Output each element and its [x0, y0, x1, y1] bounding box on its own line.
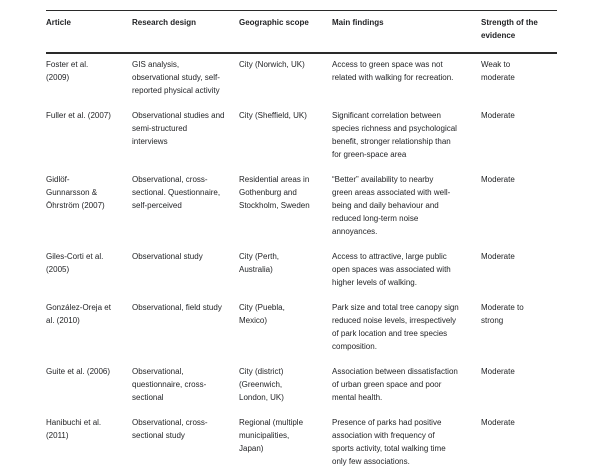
- cell-article: González-Oreja et al. (2010): [46, 303, 111, 325]
- cell-article: Gidlöf- Gunnarsson & Öhrström (2007): [46, 175, 105, 210]
- table-row: Gidlöf- Gunnarsson & Öhrström (2007) Obse…: [46, 169, 557, 246]
- cell-article: Guite et al. (2006): [46, 367, 111, 376]
- cell-article: Foster et al. (2009): [46, 60, 89, 82]
- table-header: Article Research design Geographic scope…: [46, 10, 557, 54]
- table-row: González-Oreja et al. (2010) Observationa…: [46, 297, 557, 361]
- cell-main-findings: Significant correlation between species …: [332, 111, 457, 159]
- cell-geographic-scope: City (Perth, Australia): [239, 252, 280, 274]
- cell-article: Fuller et al. (2007): [46, 111, 111, 120]
- cell-strength: Moderate: [481, 367, 515, 376]
- cell-article: Giles-Corti et al. (2005): [46, 252, 104, 274]
- cell-geographic-scope: City (Sheffield, UK): [239, 111, 307, 120]
- cell-main-findings: Access to green space was not related wi…: [332, 60, 454, 82]
- cell-strength: Moderate: [481, 252, 515, 261]
- cell-main-findings: Park size and total tree canopy sign red…: [332, 303, 459, 351]
- column-header-article: Article: [46, 10, 132, 54]
- cell-research-design: Observational, cross- sectional. Questio…: [132, 175, 221, 210]
- cell-strength: Moderate: [481, 175, 515, 184]
- table-row: Hanibuchi et al. (2011) Observational, cr…: [46, 412, 557, 467]
- cell-strength: Weak to moderate: [481, 60, 515, 82]
- cell-research-design: GIS analysis, observational study, self-…: [132, 60, 220, 95]
- table-row: Giles-Corti et al. (2005) Observational s…: [46, 246, 557, 297]
- cell-article: Hanibuchi et al. (2011): [46, 418, 102, 440]
- cell-research-design: Observational, field study: [132, 303, 222, 312]
- cell-geographic-scope: City (Puebla, Mexico): [239, 303, 285, 325]
- cell-research-design: Observational, cross- sectional study: [132, 418, 208, 440]
- table-row: Guite et al. (2006) Observational, questi…: [46, 361, 557, 412]
- cell-main-findings: “Better” availability to nearby green ar…: [332, 175, 451, 236]
- table-row: Foster et al. (2009) GIS analysis, observ…: [46, 53, 557, 105]
- cell-main-findings: Access to attractive, large public open …: [332, 252, 451, 287]
- cell-strength: Moderate to strong: [481, 303, 524, 325]
- column-header-strength-of-evidence: Strength of the evidence: [481, 10, 557, 54]
- column-header-research-design: Research design: [132, 10, 239, 54]
- cell-geographic-scope: City (district) (Greenwich, London, UK): [239, 367, 284, 402]
- cell-research-design: Observational study: [132, 252, 203, 261]
- cell-main-findings: Association between dissatisfaction of u…: [332, 367, 458, 402]
- cell-geographic-scope: City (Norwich, UK): [239, 60, 305, 69]
- header-row: Article Research design Geographic scope…: [46, 10, 557, 54]
- cell-geographic-scope: Regional (multiple municipalities, Japan…: [239, 418, 304, 453]
- column-header-geographic-scope: Geographic scope: [239, 10, 332, 54]
- table-row: Fuller et al. (2007) Observational studie…: [46, 105, 557, 169]
- review-table-body: Foster et al. (2009) GIS analysis, observ…: [46, 53, 557, 467]
- cell-main-findings: Presence of parks had positive associati…: [332, 418, 446, 466]
- literature-review-table: Article Research design Geographic scope…: [46, 10, 557, 467]
- cell-research-design: Observational studies and semi-structure…: [132, 111, 225, 146]
- cell-strength: Moderate: [481, 418, 515, 427]
- column-header-main-findings: Main findings: [332, 10, 481, 54]
- cell-research-design: Observational, questionnaire, cross- sec…: [132, 367, 207, 402]
- cell-strength: Moderate: [481, 111, 515, 120]
- cell-geographic-scope: Residential areas in Gothenburg and Stoc…: [239, 175, 310, 210]
